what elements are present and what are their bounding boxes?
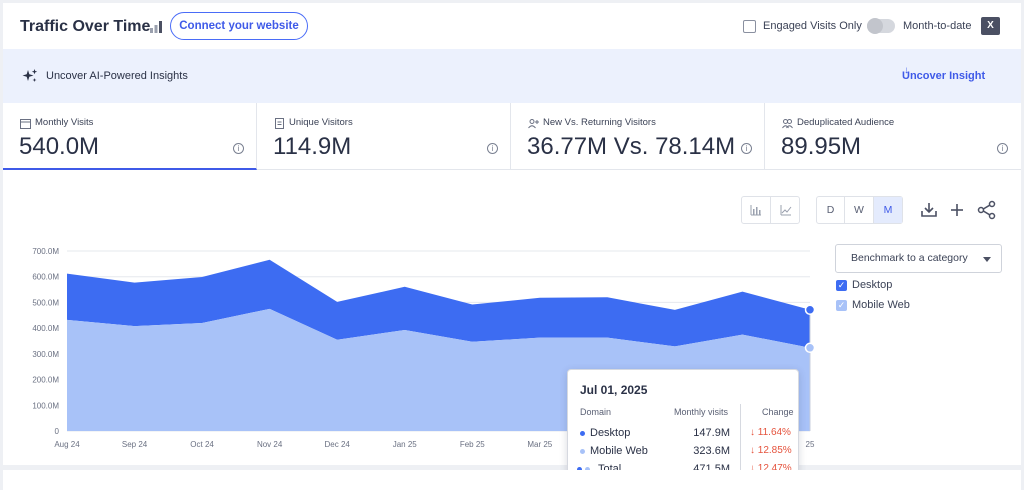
users-icon: [782, 119, 793, 129]
y-tick-label: 500.0M: [32, 298, 59, 307]
x-tick-label: Oct 24: [190, 440, 214, 449]
x-tick-label: Mar 25: [527, 440, 552, 449]
y-tick-label: 700.0M: [32, 247, 59, 256]
tooltip-row-value: 147.9M: [693, 427, 730, 439]
tooltip-row-change: ↓ 11.64%: [750, 427, 791, 438]
series-dot: [577, 467, 582, 472]
chart-type-group: [741, 196, 800, 224]
ai-insights-text: Uncover AI-Powered Insights: [46, 70, 188, 82]
download-arrow-icon: ↓: [904, 65, 909, 76]
card-header: Traffic Over Time Connect your website E…: [3, 3, 1021, 49]
column-chart-icon: [750, 205, 761, 216]
tooltip-row-change: ↓ 12.47%: [750, 463, 792, 474]
chart-tooltip: Jul 01, 2025 Domain Monthly visits Chang…: [567, 369, 799, 490]
metric-label: Deduplicated Audience: [797, 117, 895, 128]
excel-export-icon[interactable]: X: [981, 17, 1000, 35]
traffic-card: Traffic Over Time Connect your website E…: [3, 3, 1021, 490]
legend-label: Mobile Web: [852, 299, 910, 311]
series-dot: [580, 449, 585, 454]
tooltip-divider: [740, 404, 741, 480]
granularity-week-button[interactable]: W: [845, 197, 874, 223]
point-desktop: [804, 304, 816, 316]
tooltip-col-change: Change: [762, 407, 794, 417]
tooltip-row-change: ↓ 12.85%: [750, 445, 792, 456]
document-icon: [275, 118, 284, 129]
page-title: Traffic Over Time: [20, 18, 151, 35]
series-dot: [580, 431, 585, 436]
y-tick-label: 300.0M: [32, 350, 59, 359]
tooltip-row-mobile: Mobile Web 323.6M ↓ 12.85%: [568, 444, 800, 460]
month-to-date-label: Month-to-date: [903, 20, 972, 32]
column-chart-button[interactable]: [742, 197, 771, 223]
metric-value: 114.9M: [273, 133, 352, 160]
metric-unique-visitors[interactable]: Unique Visitors 114.9M i: [257, 103, 511, 170]
benchmark-label: Benchmark to a category: [851, 252, 968, 264]
info-icon[interactable]: i: [487, 143, 498, 154]
uncover-insight-link[interactable]: Uncover Insight: [902, 70, 986, 82]
metric-value: 89.95M: [781, 133, 862, 160]
line-chart-icon: [780, 205, 791, 216]
connect-website-button[interactable]: Connect your website: [170, 12, 308, 40]
share-icon[interactable]: [976, 199, 998, 221]
tooltip-row-name: Mobile Web: [590, 445, 648, 457]
metric-label: Unique Visitors: [289, 117, 353, 128]
x-tick-label: Dec 24: [325, 440, 351, 449]
calendar-icon: [20, 119, 31, 129]
next-card-edge: [3, 470, 1021, 490]
info-icon[interactable]: i: [997, 143, 1008, 154]
granularity-month-button[interactable]: M: [874, 197, 902, 223]
ai-insights-banner: Uncover AI-Powered Insights ↓ Uncover In…: [3, 49, 1021, 103]
info-icon[interactable]: i: [741, 143, 752, 154]
granularity-day-button[interactable]: D: [817, 197, 845, 223]
series-dot: [585, 467, 590, 472]
x-tick-label: Sep 24: [122, 440, 148, 449]
metric-label: New Vs. Returning Visitors: [543, 117, 656, 128]
info-icon[interactable]: i: [233, 143, 244, 154]
engaged-visits-label: Engaged Visits Only: [763, 20, 862, 32]
bar-chart-icon: [150, 21, 162, 33]
metric-value: 36.77M Vs. 78.14M: [527, 133, 736, 160]
tooltip-row-desktop: Desktop 147.9M ↓ 11.64%: [568, 426, 800, 442]
y-tick-label: 400.0M: [32, 324, 59, 333]
checkbox-checked-icon: ✓: [836, 300, 847, 311]
metrics-row: Monthly Visits 540.0M i Unique Visitors …: [3, 103, 1021, 170]
tooltip-row-name: Desktop: [590, 427, 631, 439]
add-icon[interactable]: [946, 199, 968, 221]
metric-deduplicated-audience[interactable]: Deduplicated Audience 89.95M i: [765, 103, 1021, 170]
y-tick-label: 0: [55, 427, 60, 436]
area-desktop: [67, 259, 810, 348]
metric-value: 540.0M: [19, 133, 100, 160]
tooltip-date: Jul 01, 2025: [580, 383, 648, 397]
x-tick-label: Aug 24: [54, 440, 80, 449]
legend-label: Desktop: [852, 279, 893, 291]
y-tick-label: 200.0M: [32, 376, 59, 385]
metric-monthly-visits[interactable]: Monthly Visits 540.0M i: [3, 103, 257, 170]
y-tick-label: 100.0M: [32, 401, 59, 410]
point-mobile-web: [804, 342, 816, 354]
tooltip-col-domain: Domain: [580, 407, 612, 417]
engaged-visits-checkbox[interactable]: [743, 20, 756, 33]
sparkle-icon: [22, 69, 38, 82]
metric-new-vs-returning[interactable]: New Vs. Returning Visitors 36.77M Vs. 78…: [511, 103, 765, 170]
download-icon[interactable]: [918, 199, 940, 221]
tooltip-row-value: 323.6M: [693, 445, 730, 457]
granularity-group: D W M: [816, 196, 903, 224]
x-tick-label: Feb 25: [460, 440, 485, 449]
toggle-knob: [867, 18, 883, 34]
x-tick-label: Nov 24: [257, 440, 283, 449]
x-tick-label: Jan 25: [393, 440, 418, 449]
line-chart-button[interactable]: [771, 197, 800, 223]
metric-label: Monthly Visits: [35, 117, 94, 128]
chevron-down-icon: [983, 257, 991, 262]
month-to-date-toggle[interactable]: [867, 18, 895, 34]
user-plus-icon: [528, 119, 539, 129]
checkbox-checked-icon: ✓: [836, 280, 847, 291]
x-tick-label: 25: [806, 440, 815, 449]
y-tick-label: 600.0M: [32, 273, 59, 282]
tooltip-col-visits: Monthly visits: [674, 407, 729, 417]
benchmark-dropdown[interactable]: Benchmark to a category: [835, 244, 1002, 273]
